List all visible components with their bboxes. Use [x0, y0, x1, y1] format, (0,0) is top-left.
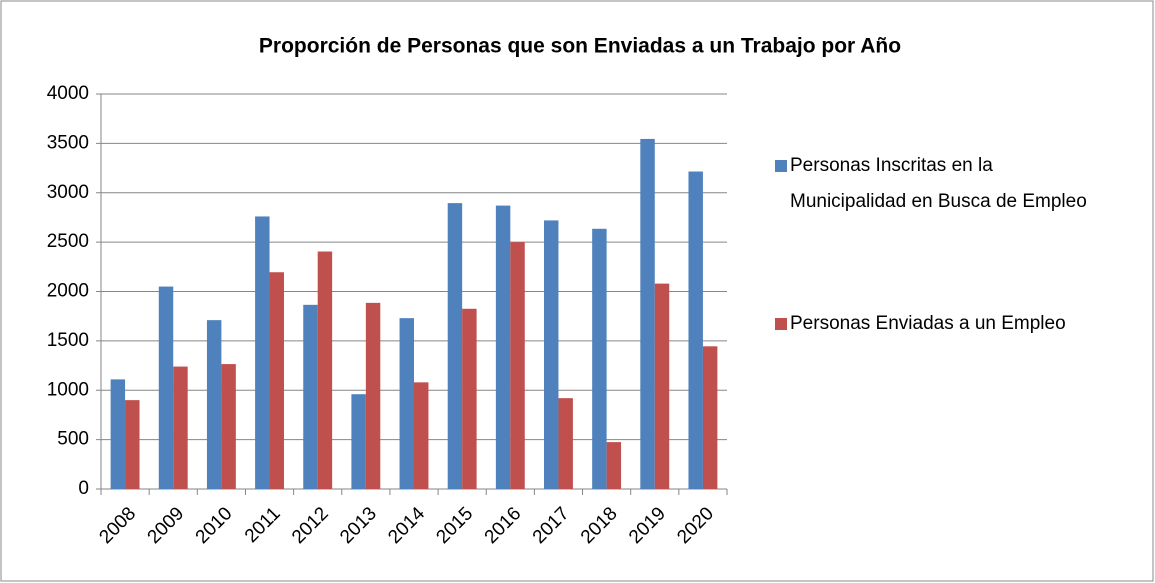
y-tick-label: 1500 [47, 330, 89, 351]
x-tick-label: 2019 [625, 503, 670, 548]
bar [447, 203, 463, 489]
bar [317, 251, 333, 489]
x-tick-label: 2010 [192, 503, 237, 548]
bar [544, 220, 559, 489]
legend-item: Personas Inscritas en la Municipalidad e… [775, 148, 1145, 220]
y-tick-label: 2000 [47, 281, 89, 302]
bar [654, 283, 670, 489]
x-tick-label: 2013 [336, 503, 381, 548]
chart-title: Proporción de Personas que son Enviadas … [259, 35, 901, 58]
bar [510, 242, 525, 489]
bar [688, 171, 703, 490]
bar [173, 366, 188, 489]
bar [206, 320, 222, 489]
x-tick-label: 2015 [432, 503, 477, 548]
bar [269, 272, 284, 489]
bar [399, 318, 414, 489]
x-tick-label: 2017 [529, 503, 574, 548]
x-tick-label: 2008 [95, 503, 140, 548]
x-tick-label: 2018 [577, 503, 622, 548]
x-tick-label: 2016 [481, 503, 526, 548]
bar [221, 364, 236, 489]
y-tick-label: 3500 [47, 132, 89, 153]
bar [158, 286, 174, 489]
x-tick-label: 2012 [288, 503, 333, 548]
bar [125, 400, 140, 489]
x-tick-label: 2011 [241, 503, 285, 547]
bar [255, 216, 270, 489]
legend-item: Personas Enviadas a un Empleo [775, 306, 1145, 342]
legend-swatch [775, 318, 787, 330]
y-tick-label: 500 [57, 429, 89, 450]
legend-label: Personas Inscritas en la Municipalidad e… [790, 155, 1087, 212]
bar [351, 394, 366, 489]
bar [365, 302, 381, 489]
y-tick-label: 2500 [47, 231, 89, 252]
bar [303, 304, 318, 489]
y-tick-label: 3000 [47, 182, 89, 203]
y-tick-label: 0 [78, 478, 89, 499]
x-tick-label: 2020 [673, 503, 718, 548]
x-tick-label: 2009 [144, 503, 189, 548]
bar [110, 379, 126, 489]
bar [592, 228, 607, 489]
bar [495, 205, 511, 489]
bar [558, 398, 573, 489]
bar [462, 308, 477, 489]
bar [640, 138, 655, 489]
y-tick-label: 1000 [47, 379, 89, 400]
legend-label: Personas Enviadas a un Empleo [790, 313, 1066, 334]
bar [606, 442, 622, 489]
y-tick-label: 4000 [47, 83, 89, 104]
x-tick-label: 2014 [384, 503, 429, 548]
bar [702, 346, 718, 489]
legend-swatch [775, 160, 787, 172]
bar [414, 382, 429, 489]
